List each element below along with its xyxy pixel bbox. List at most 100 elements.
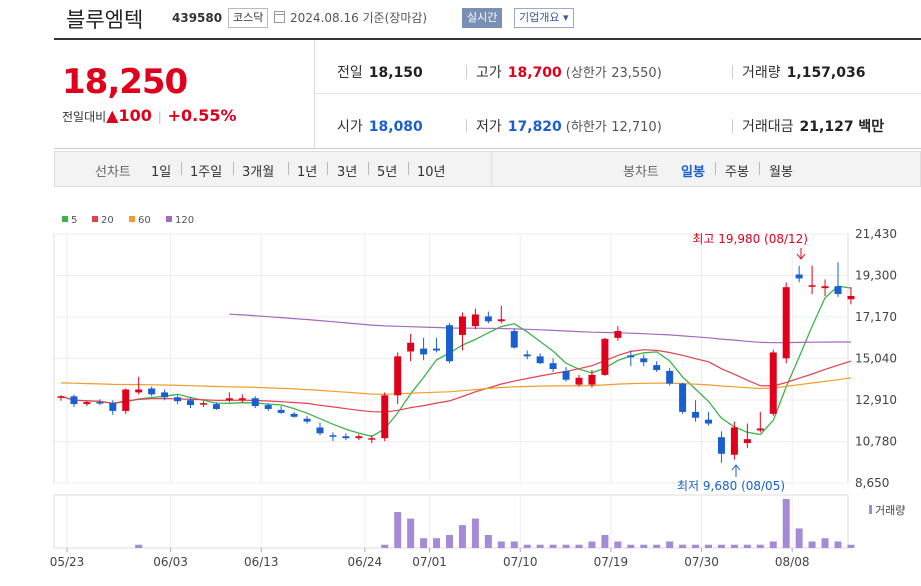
candle-body: [342, 436, 350, 439]
volume-bar: [381, 544, 389, 548]
y-tick-label: 8,650: [855, 476, 889, 490]
legend-swatch-20: [92, 216, 98, 222]
volume-bar: [782, 499, 790, 548]
day-low: 저가 17,820 (하한가 12,710): [476, 119, 662, 135]
candle-body: [57, 396, 65, 398]
change-label: 전일대비: [62, 110, 107, 124]
x-tick-label: 07/01: [412, 555, 447, 569]
candle-body: [238, 398, 246, 400]
y-axis: 21,430 19,300 17,170 15,040 12,910 10,780 8,65…: [855, 227, 897, 490]
candle-body: [834, 286, 842, 295]
tab-10y[interactable]: 10년: [417, 165, 446, 180]
tab-daily[interactable]: 일봉: [681, 165, 705, 180]
candle-body: [394, 356, 402, 396]
x-axis: 05/23 06/03 06/13 06/24 07/01 07/10 07/19 07/30…: [50, 548, 810, 569]
tab-monthly[interactable]: 월봉: [769, 165, 793, 180]
low-annotation: 최저 9,680 (08/05): [677, 479, 785, 493]
x-tick-label: 06/13: [244, 555, 279, 569]
candle-body: [679, 383, 687, 412]
volume-bar: [420, 538, 428, 548]
candle-body: [549, 363, 557, 370]
volume-bar: [717, 544, 725, 548]
x-tick-label: 08/08: [775, 555, 810, 569]
candle-body: [523, 354, 531, 357]
tab-weekly[interactable]: 주봉: [725, 165, 749, 180]
stock-code: 439580: [172, 11, 223, 25]
legend-swatch-120: [166, 216, 172, 222]
volume-bar: [575, 544, 583, 548]
candle-body: [199, 403, 207, 405]
up-arrow-icon: ▲: [106, 106, 119, 125]
candle-body: [212, 404, 220, 409]
volume-bar: [536, 544, 544, 548]
candle-body: [264, 405, 272, 409]
candle-body: [601, 338, 609, 375]
price-summary: 18,250 전일대비▲100 | +0.55% 전일 18,150 고가 18,7…: [54, 38, 921, 149]
y-tick-label: 21,430: [855, 227, 897, 241]
candle-body: [368, 438, 376, 440]
volume-bar: [407, 518, 415, 548]
candle-body: [484, 316, 492, 322]
volume-bar: [433, 538, 441, 548]
high-annotation: 최고 19,980 (08/12): [692, 232, 808, 246]
high-arrow-head: [796, 253, 806, 260]
candle-body: [705, 419, 712, 424]
tab-5y[interactable]: 5년: [377, 165, 398, 180]
volume-bar: [523, 544, 531, 548]
x-tick-label: 06/24: [348, 555, 383, 569]
candle-body: [433, 348, 441, 351]
candle-body: [96, 402, 104, 404]
trade-amount: 거래대금 21,127 백만: [742, 119, 885, 135]
y-tick-label: 15,040: [855, 352, 897, 366]
volume-bar: [562, 544, 570, 548]
candle-body: [329, 435, 337, 437]
volume-bar: [679, 544, 687, 548]
legend-swatch-5: [62, 216, 68, 222]
chart-grid: [53, 233, 849, 549]
volume-bar: [497, 541, 505, 548]
candle-body: [847, 295, 855, 300]
candle-body: [743, 439, 751, 444]
candle-body: [109, 403, 117, 411]
realtime-button[interactable]: 실시간: [462, 8, 503, 28]
open-price: 시가 18,080: [337, 119, 423, 135]
tab-1w[interactable]: 1주일: [190, 165, 223, 180]
candle-body: [756, 428, 764, 431]
tab-3y[interactable]: 3년: [337, 165, 358, 180]
low-arrow-head: [731, 464, 741, 471]
candle-body: [614, 331, 622, 338]
volume-bar: [653, 544, 661, 548]
tab-3m[interactable]: 3개월: [242, 165, 275, 180]
candle-body: [148, 388, 156, 395]
candle-body: [83, 402, 91, 405]
candle-body: [769, 352, 777, 414]
stock-name: 블루엠텍: [66, 8, 144, 32]
candle-body: [290, 413, 298, 417]
volume-bar: [446, 534, 453, 548]
y-tick-label: 17,170: [855, 310, 897, 324]
x-tick-label: 07/19: [594, 555, 629, 569]
volume-bar: [847, 544, 855, 548]
volume-bar: [394, 512, 402, 548]
candle-body: [640, 358, 648, 363]
candle-body: [187, 400, 194, 406]
candle-body: [808, 285, 816, 287]
ma5-line: [60, 285, 851, 438]
candle-body: [692, 411, 700, 418]
candle-body: [471, 314, 479, 327]
volume-bar: [666, 541, 674, 548]
trade-volume: 거래량 1,157,036: [742, 65, 866, 81]
ma60-line: [60, 377, 851, 395]
candle-body: [717, 437, 725, 454]
candle-body: [562, 370, 570, 380]
price-change: 전일대비▲100 | +0.55%: [62, 106, 237, 125]
x-tick-label: 07/10: [503, 555, 538, 569]
tab-1d[interactable]: 1일: [151, 165, 172, 180]
company-overview-dropdown[interactable]: 기업개요 ▾: [514, 8, 574, 28]
volume-bar: [692, 544, 700, 548]
tab-1y[interactable]: 1년: [297, 165, 318, 180]
volume-bar: [795, 528, 803, 548]
candles: [57, 262, 855, 463]
volume-bar: [510, 541, 518, 548]
